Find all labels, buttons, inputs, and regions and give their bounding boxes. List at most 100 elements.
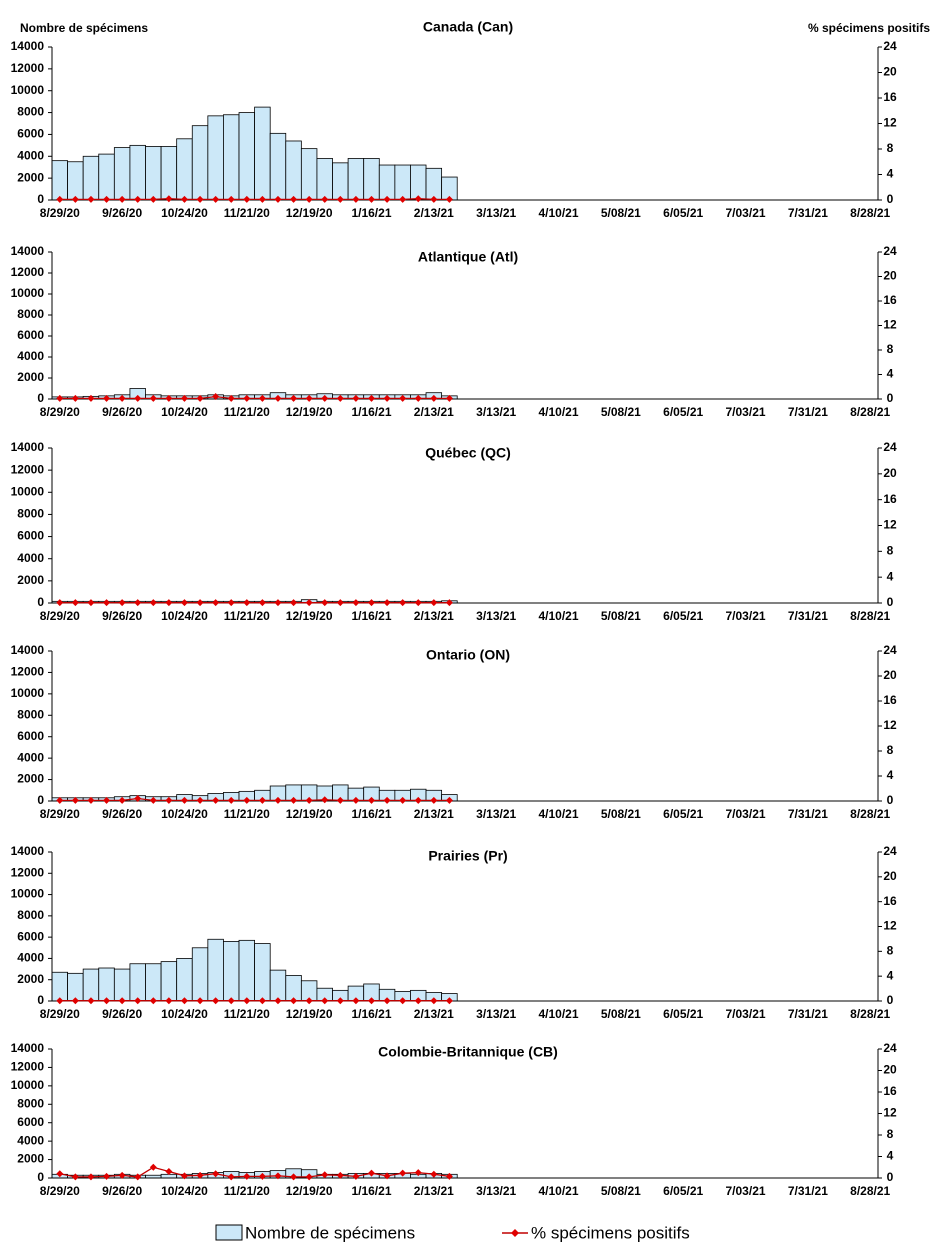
y-tick-label: 14000 bbox=[11, 39, 45, 53]
line-marker bbox=[196, 796, 204, 804]
line-marker bbox=[274, 394, 282, 402]
line-marker bbox=[305, 997, 313, 1005]
x-tick-label: 2/13/21 bbox=[414, 609, 454, 623]
y-tick-label: 10000 bbox=[11, 484, 45, 498]
line-marker bbox=[258, 394, 266, 402]
line-marker bbox=[56, 796, 64, 804]
x-tick-label: 5/08/21 bbox=[601, 1184, 641, 1198]
line-marker bbox=[399, 796, 407, 804]
x-tick-label: 7/03/21 bbox=[726, 609, 766, 623]
bar bbox=[285, 975, 302, 1002]
y2-tick-label: 0 bbox=[887, 793, 894, 807]
bar bbox=[129, 963, 146, 1002]
bar bbox=[425, 167, 443, 201]
x-tick-label: 6/05/21 bbox=[663, 807, 703, 821]
x-tick-label: 3/13/21 bbox=[476, 609, 516, 623]
line-marker bbox=[118, 997, 126, 1005]
line-marker bbox=[305, 1173, 313, 1181]
line-marker bbox=[103, 599, 111, 607]
line-marker bbox=[71, 796, 79, 804]
line-marker bbox=[274, 796, 282, 804]
line-marker bbox=[274, 997, 282, 1005]
x-tick-label: 8/29/20 bbox=[40, 1184, 80, 1198]
x-tick-label: 1/16/21 bbox=[351, 609, 391, 623]
y2-tick-label: 4 bbox=[887, 1149, 894, 1163]
x-tick-label: 5/08/21 bbox=[601, 405, 641, 419]
line-marker bbox=[71, 195, 79, 203]
bar bbox=[98, 967, 115, 1002]
y-tick-label: 8000 bbox=[17, 507, 44, 521]
line-marker bbox=[399, 599, 407, 607]
line-marker bbox=[165, 394, 173, 402]
y-tick-label: 4000 bbox=[17, 1133, 44, 1147]
line-marker bbox=[165, 796, 173, 804]
line-marker bbox=[118, 394, 126, 402]
line-marker bbox=[71, 1173, 79, 1181]
line-marker bbox=[165, 997, 173, 1005]
y-tick-label: 6000 bbox=[17, 328, 44, 342]
bar bbox=[254, 943, 271, 1002]
x-tick-label: 5/08/21 bbox=[601, 1007, 641, 1021]
bar bbox=[300, 148, 318, 201]
line-marker bbox=[180, 599, 188, 607]
y-tick-label: 2000 bbox=[17, 573, 44, 587]
line-marker bbox=[71, 997, 79, 1005]
bar bbox=[223, 114, 240, 201]
line-marker bbox=[445, 394, 453, 402]
y-tick-label: 2000 bbox=[17, 370, 44, 384]
line-marker bbox=[430, 195, 438, 203]
bar bbox=[160, 146, 178, 201]
y-tick-label: 8000 bbox=[17, 908, 44, 922]
chart-title: Colombie-Britannique (CB) bbox=[378, 1044, 558, 1060]
x-tick-label: 10/24/20 bbox=[161, 1184, 208, 1198]
x-tick-label: 11/21/20 bbox=[224, 807, 270, 821]
y-tick-label: 14000 bbox=[11, 1041, 45, 1055]
line-marker bbox=[56, 599, 64, 607]
line-marker bbox=[290, 195, 298, 203]
x-tick-label: 10/24/20 bbox=[161, 405, 208, 419]
line-marker bbox=[87, 1173, 95, 1181]
line-marker bbox=[258, 796, 266, 804]
line-marker bbox=[305, 599, 313, 607]
line-marker bbox=[149, 1163, 157, 1171]
x-tick-label: 8/28/21 bbox=[850, 1007, 890, 1021]
line-marker bbox=[56, 195, 64, 203]
x-tick-label: 10/24/20 bbox=[161, 807, 208, 821]
y-tick-label: 12000 bbox=[11, 665, 45, 679]
bar bbox=[67, 972, 84, 1002]
y2-tick-label: 24 bbox=[883, 844, 897, 858]
y2-tick-label: 16 bbox=[883, 1084, 897, 1098]
line-marker bbox=[383, 394, 391, 402]
line-marker bbox=[134, 1173, 142, 1181]
x-tick-label: 9/26/20 bbox=[102, 609, 142, 623]
x-tick-label: 7/03/21 bbox=[726, 206, 766, 220]
line-marker bbox=[321, 796, 329, 804]
x-tick-label: 6/05/21 bbox=[663, 609, 703, 623]
line-marker bbox=[290, 997, 298, 1005]
y2-tick-label: 12 bbox=[883, 318, 897, 332]
bar bbox=[269, 132, 287, 201]
y2-tick-label: 4 bbox=[887, 569, 894, 583]
line-marker bbox=[212, 1170, 220, 1178]
line-marker bbox=[243, 195, 251, 203]
y-tick-label: 0 bbox=[37, 993, 44, 1007]
bar bbox=[51, 971, 68, 1002]
x-tick-label: 2/13/21 bbox=[414, 807, 454, 821]
x-tick-label: 8/28/21 bbox=[850, 609, 890, 623]
line-marker bbox=[305, 796, 313, 804]
y2-tick-label: 20 bbox=[883, 1063, 897, 1077]
line-marker bbox=[227, 195, 235, 203]
chart-title: Prairies (Pr) bbox=[428, 848, 507, 864]
line-marker bbox=[212, 599, 220, 607]
bar bbox=[129, 144, 146, 201]
y2-tick-label: 0 bbox=[887, 993, 894, 1007]
y2-tick-label: 4 bbox=[887, 768, 894, 782]
x-tick-label: 6/05/21 bbox=[663, 1007, 703, 1021]
y-tick-label: 12000 bbox=[11, 865, 45, 879]
y2-tick-label: 0 bbox=[887, 595, 894, 609]
y2-tick-label: 12 bbox=[883, 919, 897, 933]
y-tick-label: 0 bbox=[37, 192, 44, 206]
y-tick-label: 4000 bbox=[17, 551, 44, 565]
line-marker bbox=[227, 796, 235, 804]
y2-tick-label: 8 bbox=[887, 944, 894, 958]
